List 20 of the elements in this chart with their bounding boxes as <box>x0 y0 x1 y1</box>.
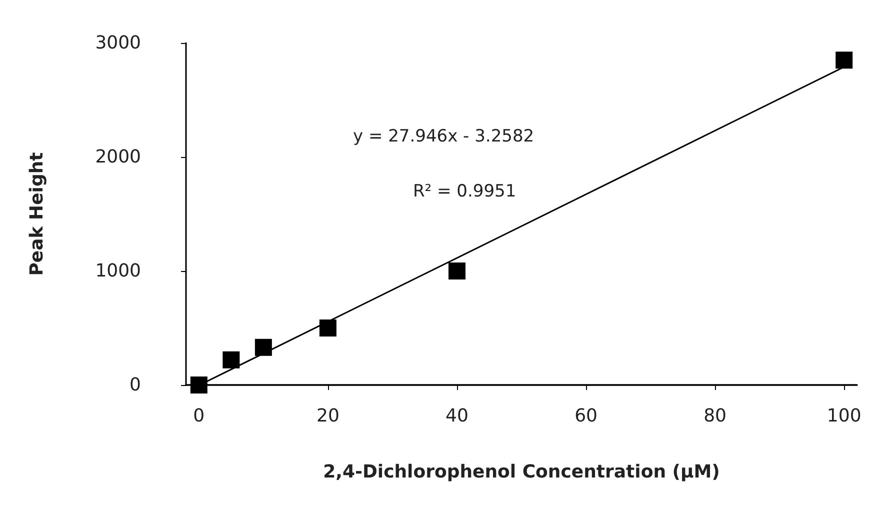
x-tick-label: 100 <box>826 406 862 426</box>
x-axis-title: 2,4-Dichlorophenol Concentration (µM) <box>323 462 720 482</box>
y-axis-title: Peak Height <box>26 152 48 276</box>
annotation: y = 27.946x - 3.2582 <box>353 126 534 146</box>
x-tick-label: 60 <box>574 406 598 426</box>
y-tick-label: 0 <box>130 374 141 396</box>
point <box>836 52 853 69</box>
y-tick-label: 1000 <box>95 260 141 282</box>
x-tick-label: 80 <box>704 406 727 426</box>
point <box>190 376 208 394</box>
y-tick-label: 2000 <box>95 146 141 168</box>
x-tick-label: 0 <box>193 406 205 426</box>
annotation: R² = 0.9951 <box>413 182 516 202</box>
point <box>448 262 466 280</box>
point <box>222 351 240 368</box>
point <box>319 320 336 336</box>
x-tick-label: 20 <box>316 406 340 426</box>
point <box>254 338 272 356</box>
y-tick-label: 3000 <box>95 32 141 54</box>
x-tick-label: 40 <box>446 406 468 426</box>
